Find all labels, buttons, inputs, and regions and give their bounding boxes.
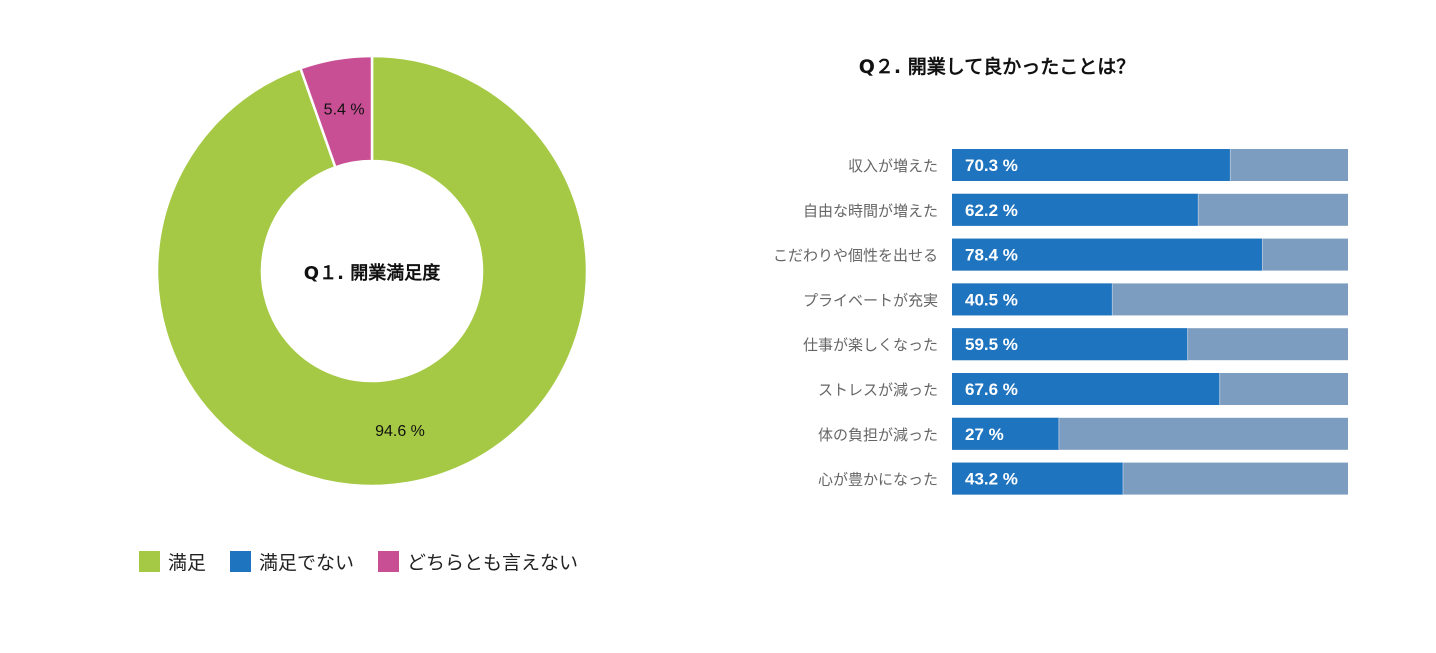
bar-value bbox=[952, 149, 1231, 181]
bar-category-label: 仕事が楽しくなった bbox=[803, 336, 938, 354]
donut-label-2: 5.4 % bbox=[324, 101, 365, 118]
donut-label-0: 94.6 % bbox=[375, 423, 425, 440]
donut-slice-0 bbox=[155, 54, 589, 488]
bar-data-label: 27 % bbox=[965, 425, 1004, 444]
legend-swatch bbox=[230, 551, 252, 572]
bar-data-label: 43.2 % bbox=[965, 470, 1018, 489]
bar-category-label: 体の負担が減った bbox=[818, 426, 938, 444]
bar-value bbox=[952, 373, 1220, 405]
donut-title: Q１. 開業満足度 bbox=[304, 262, 441, 284]
donut-chart: 94.6 % 5.4 % Q１. 開業満足度 bbox=[155, 54, 589, 488]
bar-category-label: 自由な時間が増えた bbox=[803, 202, 938, 220]
legend: 満足 満足でない どちらとも言えない bbox=[139, 548, 602, 575]
bar-chart: 70.3 % 収入が増えた 62.2 % 自由な時間が増えた 78.4 % こだわりや個性… bbox=[773, 149, 1348, 495]
legend-item: 満足 bbox=[139, 548, 206, 575]
bar-category-label: 心が豊かになった bbox=[818, 471, 938, 489]
legend-swatch bbox=[139, 551, 160, 572]
bar-category-label: プライベートが充実 bbox=[803, 291, 938, 309]
bar-category-label: こだわりや個性を出せる bbox=[773, 247, 938, 265]
legend-item: 満足でない bbox=[230, 548, 354, 575]
bar-data-label: 78.4 % bbox=[965, 246, 1018, 265]
legend-label: どちらとも言えない bbox=[407, 552, 579, 574]
bar-data-label: 62.2 % bbox=[965, 201, 1018, 220]
bar-data-label: 59.5 % bbox=[965, 335, 1018, 354]
bar-data-label: 70.3 % bbox=[965, 156, 1018, 175]
bar-data-label: 67.6 % bbox=[965, 380, 1018, 399]
bar-value bbox=[952, 462, 1124, 495]
bar-value bbox=[952, 283, 1113, 316]
legend-item: どちらとも言えない bbox=[378, 548, 578, 575]
bar-category-label: ストレスが減った bbox=[818, 381, 938, 399]
bar-value bbox=[952, 193, 1199, 226]
legend-swatch bbox=[378, 551, 400, 572]
bar-category-label: 収入が増えた bbox=[848, 157, 938, 175]
legend-label: 満足 bbox=[168, 552, 207, 574]
legend-label: 満足でない bbox=[259, 552, 355, 574]
bar-value bbox=[952, 328, 1188, 361]
donut-slice-2 bbox=[298, 54, 374, 169]
q2-title: Q２. 開業して良かったことは？ bbox=[858, 56, 1136, 78]
bar-value bbox=[952, 238, 1263, 271]
bar-data-label: 40.5 % bbox=[965, 290, 1018, 309]
bar-value bbox=[952, 417, 1059, 450]
